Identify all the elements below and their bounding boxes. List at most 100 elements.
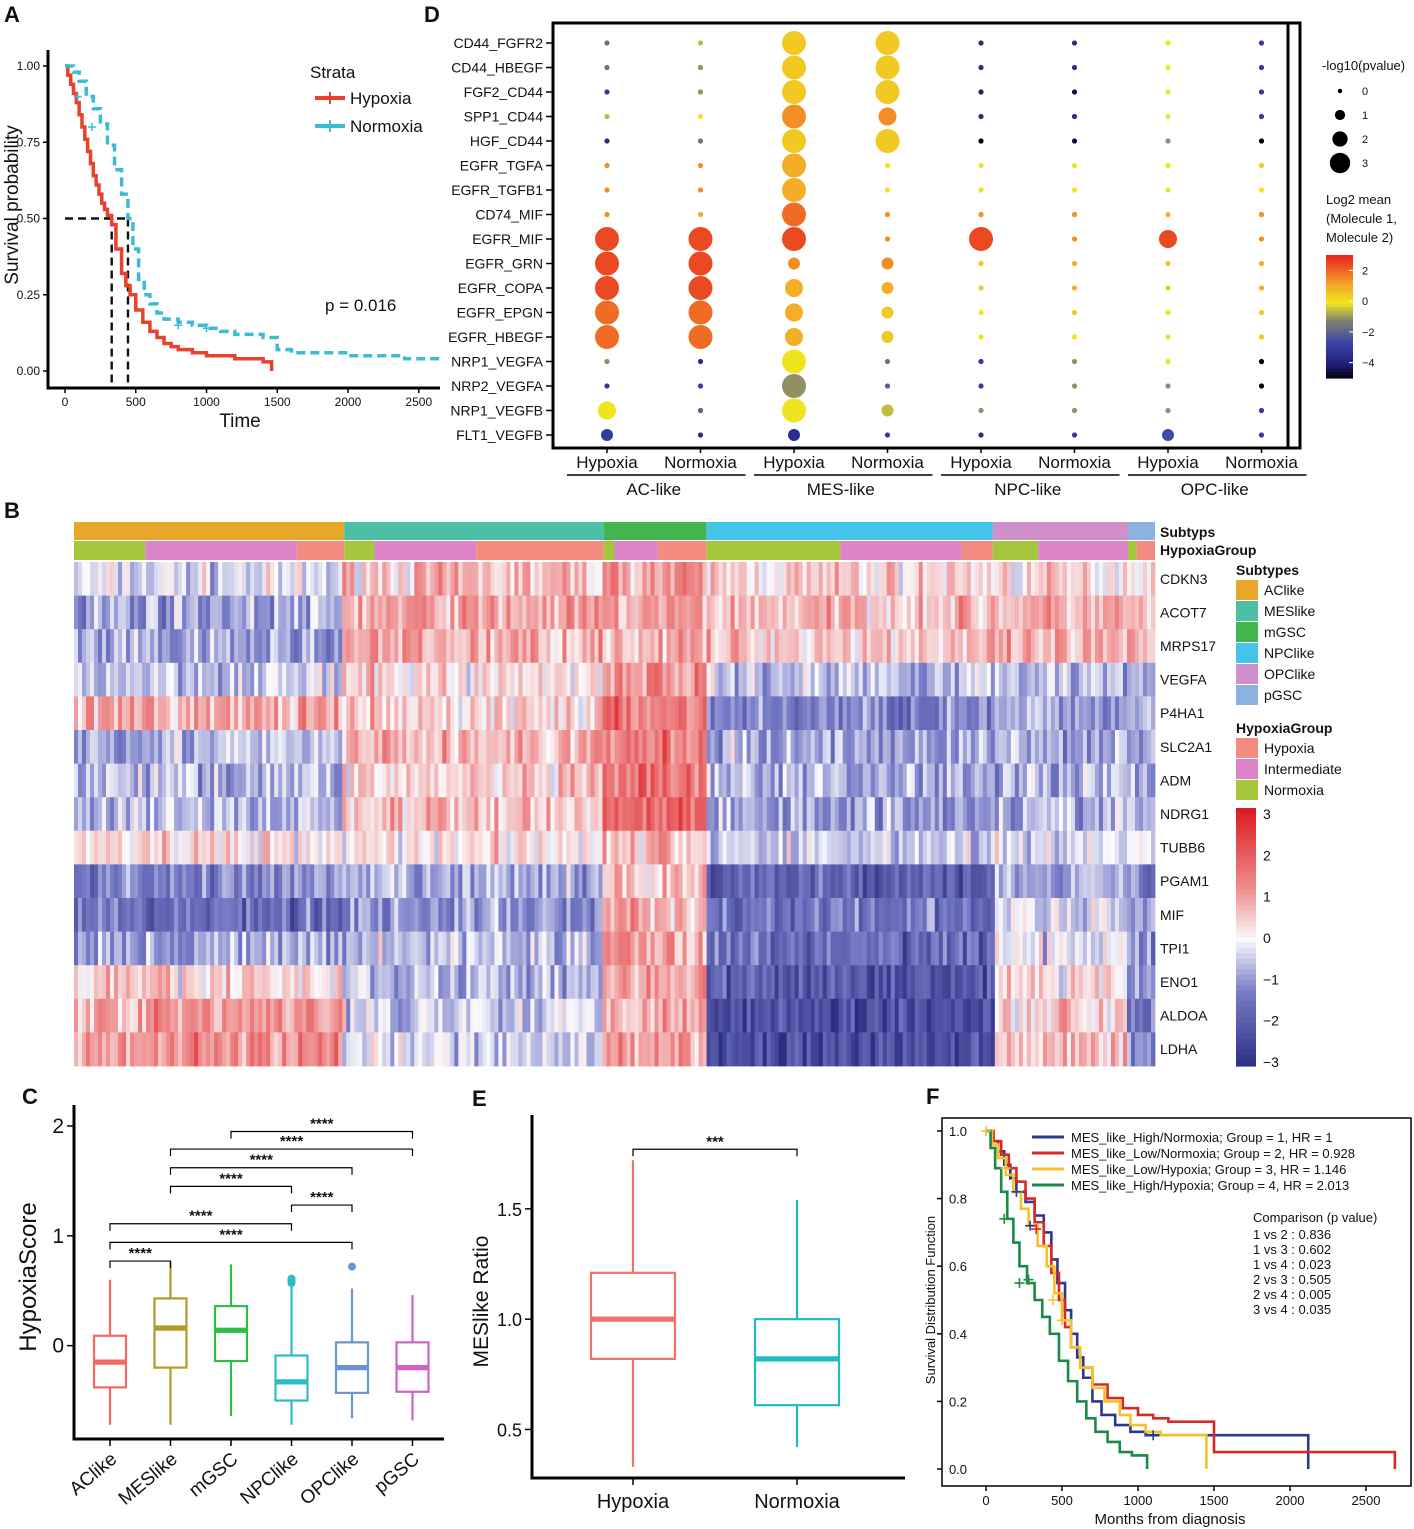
heatmap-cell	[558, 629, 563, 664]
subtypes-legend-title: Subtypes	[1236, 562, 1299, 578]
heatmap-cell	[806, 965, 812, 1000]
heatmap-cell	[1070, 595, 1076, 630]
heatmap-cell	[698, 562, 703, 596]
heatmap-cell	[1046, 696, 1052, 731]
heatmap-cell	[534, 696, 539, 731]
heatmap-cell	[558, 662, 563, 697]
heatmap-cell	[774, 931, 780, 966]
heatmap-cell	[182, 931, 187, 966]
heatmap-cell	[238, 830, 243, 865]
heatmap-cell	[486, 1032, 491, 1067]
heatmap-cell	[230, 1032, 235, 1067]
heatmap-cell	[106, 965, 111, 1000]
heatmap-cell	[90, 595, 95, 630]
heatmap-cell	[282, 662, 287, 697]
heatmap-cell	[286, 931, 291, 966]
heatmap-cell	[658, 1032, 663, 1067]
heatmap-cell	[390, 797, 395, 832]
heatmap-cell	[242, 696, 247, 731]
heatmap-cell	[442, 931, 447, 966]
heatmap-cell	[818, 763, 824, 798]
heatmap-cell	[798, 998, 804, 1033]
heatmap-cell	[1106, 931, 1112, 966]
heatmap-cell	[1142, 662, 1148, 697]
median-lines	[65, 217, 130, 386]
heatmap-cell	[442, 965, 447, 1000]
heatmap-cell	[742, 1032, 748, 1067]
heatmap-cell	[394, 595, 399, 630]
heatmap-cell	[494, 696, 499, 731]
heatmap-cell	[994, 1032, 1000, 1067]
heatmap-cell	[174, 797, 179, 832]
heatmap-cell	[318, 797, 323, 832]
heatmap-cell	[386, 797, 391, 832]
heatmap-cell	[246, 730, 251, 764]
heatmap-cell	[406, 830, 411, 865]
y-axis-label: Survival Distribution Function	[923, 1216, 938, 1384]
heatmap-cell	[334, 730, 339, 764]
heatmap-cell	[562, 898, 567, 932]
heatmap-cell	[1126, 898, 1132, 932]
dot	[978, 211, 984, 218]
heatmap-cell	[1042, 830, 1048, 865]
heatmap-cell	[874, 797, 880, 832]
heatmap-cell	[1122, 965, 1128, 1000]
heatmap-cell	[222, 595, 227, 630]
heatmap-cell	[1070, 730, 1076, 764]
heatmap-cell	[626, 965, 631, 1000]
heatmap-cell	[990, 797, 996, 832]
heatmap-cell	[514, 797, 519, 832]
heatmap-cell	[586, 965, 591, 1000]
heatmap-cell	[334, 662, 339, 697]
heatmap-cell	[830, 1032, 836, 1067]
heatmap-cell	[554, 696, 559, 731]
heatmap-cell	[1054, 696, 1060, 731]
heatmap-cell	[754, 797, 760, 832]
heatmap-cell	[1026, 629, 1032, 664]
heatmap-cell	[186, 730, 191, 764]
heatmap-cell	[842, 629, 848, 664]
heatmap-cell	[694, 898, 699, 932]
dot	[604, 383, 610, 389]
heatmap-cell	[246, 965, 251, 1000]
heatmap-cell	[958, 662, 964, 697]
heatmap-cell	[526, 662, 531, 697]
heatmap-cell	[1046, 562, 1052, 596]
heatmap-cell	[802, 931, 808, 966]
heatmap-cell	[266, 730, 271, 764]
pair-label: NRP2_VEGFA	[451, 378, 543, 394]
heatmap-cell	[582, 662, 587, 697]
heatmap-cell	[798, 1032, 804, 1067]
heatmap-cell	[406, 562, 411, 596]
heatmap-cell	[278, 629, 283, 664]
color-bar-step	[1326, 298, 1353, 302]
heatmap-cell	[766, 898, 772, 932]
dot	[1071, 432, 1078, 438]
heatmap-cell	[922, 898, 928, 932]
heatmap-cell	[1074, 830, 1080, 865]
heatmap-cell	[198, 797, 203, 832]
hypoxia-bar-segment	[1127, 541, 1137, 560]
heatmap-cell	[390, 931, 395, 966]
heatmap-cell	[218, 730, 223, 764]
heatmap-cell	[518, 730, 523, 764]
heatmap-cell	[498, 562, 503, 596]
heatmap-cell	[442, 1032, 447, 1067]
heatmap-cell	[498, 629, 503, 664]
heatmap-cell	[854, 931, 860, 966]
heatmap-cell	[1122, 730, 1128, 764]
heatmap-cell	[850, 965, 856, 1000]
heatmap-cell	[1090, 562, 1096, 596]
heatmap-cell	[1134, 595, 1140, 630]
heatmap-cell	[386, 830, 391, 865]
heatmap-cell	[254, 595, 259, 630]
heatmap-cell	[518, 965, 523, 1000]
heatmap-cell	[254, 830, 259, 865]
heatmap-cell	[914, 998, 920, 1033]
heatmap-cell	[530, 998, 535, 1033]
heatmap-cell	[518, 562, 523, 596]
heatmap-cell	[506, 830, 511, 865]
heatmap-cell	[846, 696, 852, 731]
subtypes-legend-swatch	[1236, 622, 1258, 642]
heatmap-cell	[758, 931, 764, 966]
